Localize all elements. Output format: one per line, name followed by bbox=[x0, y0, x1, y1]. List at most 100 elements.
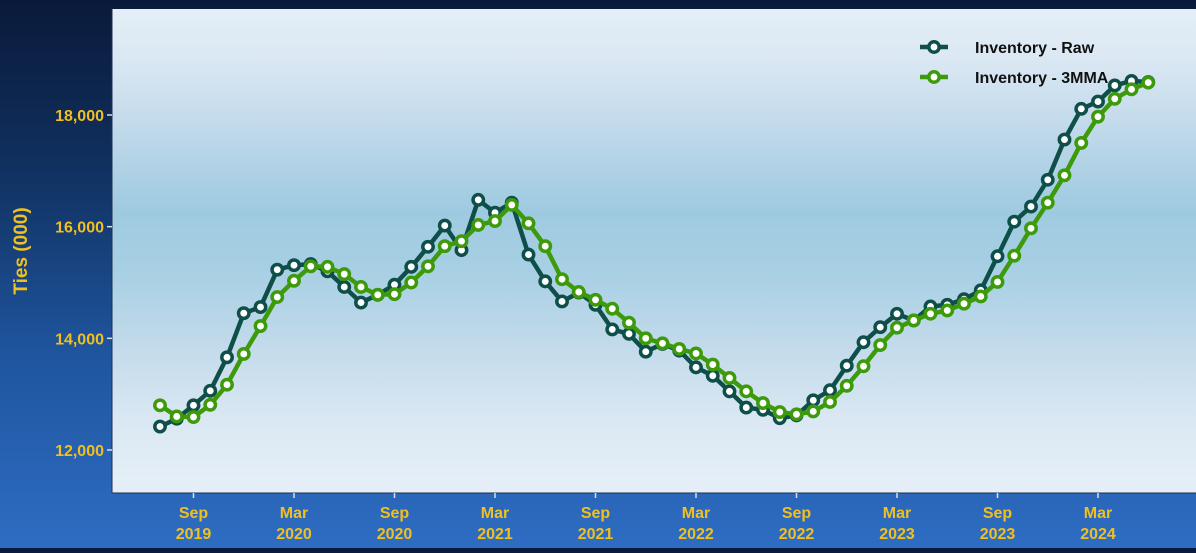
data-point bbox=[1107, 91, 1122, 106]
data-point bbox=[203, 397, 218, 412]
data-point bbox=[689, 360, 703, 375]
data-point bbox=[437, 239, 452, 254]
data-point bbox=[1091, 94, 1105, 109]
series-3mma bbox=[153, 75, 1156, 425]
data-point bbox=[722, 371, 737, 385]
data-point bbox=[454, 234, 469, 249]
data-point bbox=[220, 350, 234, 365]
data-point bbox=[287, 258, 301, 273]
data-point bbox=[823, 395, 837, 409]
data-point bbox=[739, 400, 754, 415]
data-point bbox=[169, 409, 184, 424]
legend-label: Inventory - 3MMA bbox=[975, 70, 1109, 87]
data-point bbox=[303, 259, 318, 274]
data-point bbox=[538, 274, 553, 289]
data-point bbox=[990, 249, 1005, 264]
data-point bbox=[521, 216, 536, 231]
data-point bbox=[387, 287, 402, 302]
data-point bbox=[437, 218, 452, 233]
data-point bbox=[236, 306, 251, 321]
data-point bbox=[622, 326, 636, 341]
data-point bbox=[1024, 199, 1038, 214]
x-tick-label-month: Sep bbox=[179, 505, 209, 522]
data-point bbox=[270, 262, 285, 277]
data-point bbox=[471, 192, 486, 207]
data-point bbox=[990, 274, 1005, 289]
data-point bbox=[622, 315, 636, 330]
data-point bbox=[571, 285, 586, 299]
data-point bbox=[940, 303, 955, 318]
data-point bbox=[1040, 172, 1055, 187]
data-point bbox=[1074, 101, 1089, 116]
data-point bbox=[153, 398, 167, 413]
data-point bbox=[638, 331, 653, 346]
data-point bbox=[906, 313, 921, 328]
data-point bbox=[856, 335, 871, 350]
x-tick-label-year: 2019 bbox=[176, 526, 212, 543]
data-point bbox=[722, 384, 737, 399]
data-point bbox=[806, 404, 821, 419]
y-axis-label: Ties (000) bbox=[11, 207, 32, 294]
x-tick-label-month: Mar bbox=[682, 505, 710, 522]
data-point bbox=[973, 289, 988, 304]
x-tick-label-month: Sep bbox=[983, 505, 1013, 522]
x-tick-label-month: Sep bbox=[581, 505, 611, 522]
x-tick-label-year: 2022 bbox=[678, 526, 714, 543]
data-point bbox=[253, 319, 268, 333]
x-tick-label-month: Mar bbox=[1084, 505, 1112, 522]
x-tick-label-year: 2023 bbox=[980, 526, 1016, 543]
x-tick-label-month: Mar bbox=[280, 505, 308, 522]
data-point bbox=[1007, 248, 1022, 263]
legend-label: Inventory - Raw bbox=[975, 40, 1095, 57]
data-point bbox=[1007, 214, 1022, 229]
data-point bbox=[689, 346, 703, 361]
data-point bbox=[873, 320, 888, 335]
data-point bbox=[253, 300, 268, 315]
data-point bbox=[236, 347, 251, 361]
y-tick-label: 14,000 bbox=[55, 331, 104, 348]
data-point bbox=[1040, 195, 1055, 210]
data-point bbox=[588, 292, 603, 307]
data-point bbox=[270, 290, 285, 304]
y-tick-label: 16,000 bbox=[55, 220, 104, 237]
data-point bbox=[354, 280, 368, 294]
data-point bbox=[320, 259, 335, 274]
data-point bbox=[555, 294, 569, 309]
data-point bbox=[1091, 109, 1105, 124]
data-point bbox=[521, 247, 536, 262]
data-point bbox=[1124, 82, 1139, 97]
data-point bbox=[1074, 135, 1089, 150]
x-tick-label-month: Mar bbox=[883, 505, 911, 522]
x-tick-label-year: 2021 bbox=[578, 526, 614, 543]
data-point bbox=[186, 410, 201, 425]
data-point bbox=[672, 341, 687, 356]
data-point bbox=[823, 383, 837, 398]
data-point bbox=[873, 338, 888, 352]
data-point bbox=[957, 296, 971, 311]
data-point bbox=[638, 344, 653, 359]
y-tick-label: 18,000 bbox=[55, 108, 104, 125]
data-point bbox=[504, 197, 519, 212]
x-tick-label-year: 2023 bbox=[879, 526, 915, 543]
data-point bbox=[856, 359, 871, 374]
data-point bbox=[370, 287, 385, 302]
data-point bbox=[789, 407, 804, 422]
x-tick-label-year: 2022 bbox=[779, 526, 815, 543]
data-point bbox=[404, 259, 419, 274]
data-point bbox=[1057, 132, 1072, 147]
data-point bbox=[354, 295, 368, 310]
data-point bbox=[1107, 78, 1122, 93]
y-axis: 12,000 14,000 16,000 18,000 bbox=[55, 9, 113, 493]
data-point bbox=[839, 378, 854, 393]
data-point bbox=[203, 383, 218, 398]
data-point bbox=[1057, 168, 1072, 183]
data-point bbox=[756, 396, 770, 411]
data-point bbox=[471, 218, 486, 232]
data-point bbox=[890, 320, 904, 335]
series-layer bbox=[153, 73, 1156, 434]
data-point bbox=[890, 306, 904, 321]
data-point bbox=[538, 239, 553, 254]
data-point bbox=[806, 393, 821, 408]
